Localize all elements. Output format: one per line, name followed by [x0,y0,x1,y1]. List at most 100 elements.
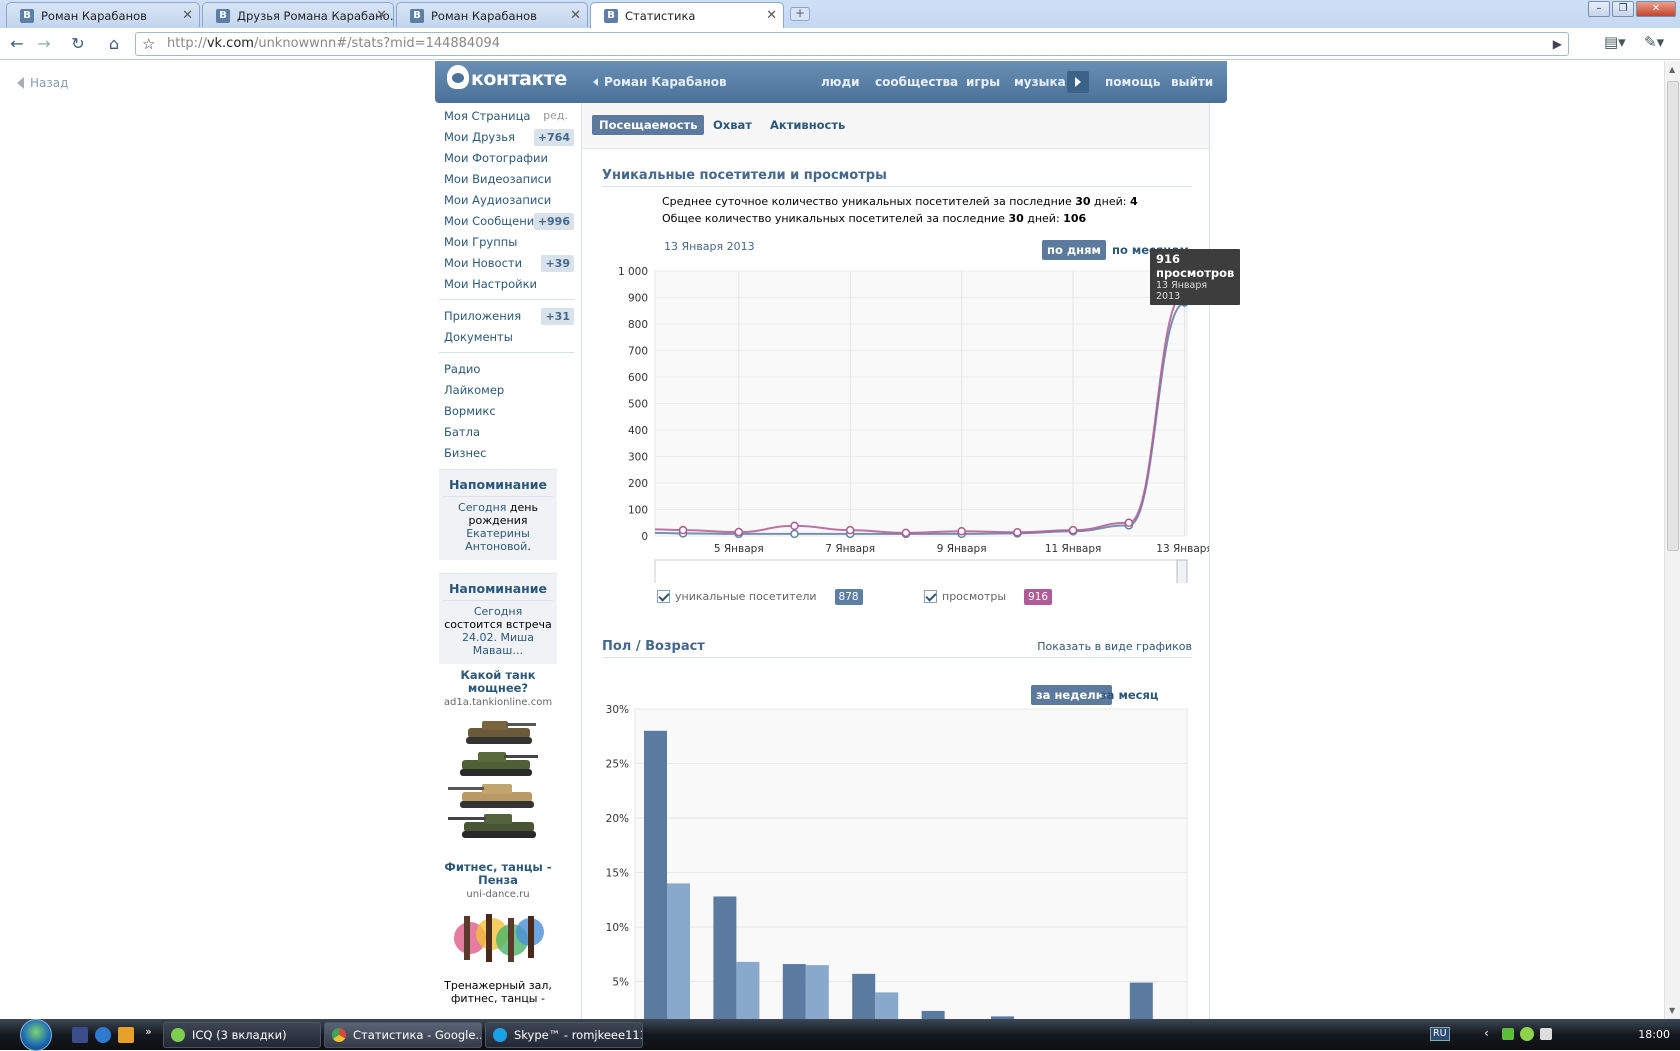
start-button[interactable] [20,1019,58,1051]
dance-ad-image[interactable] [452,906,544,970]
legend-views[interactable]: просмотры 916 [924,589,1053,605]
browser-tab-active[interactable]: В Статистика ✕ [590,2,784,28]
bookmark-star-icon[interactable]: ☆ [142,35,156,53]
close-icon[interactable]: ✕ [376,8,387,23]
ad-title[interactable]: Какой танк мощнее? [460,668,536,695]
nav-people[interactable]: люди [821,75,860,89]
nav-communities[interactable]: сообщества [875,75,959,89]
y-tick-label: 1 000 [618,266,648,278]
taskbar-button-chrome[interactable]: Статистика - Google... [324,1022,482,1048]
browser-tab[interactable]: В Роман Карабанов ✕ [396,2,588,27]
chart-tooltip: 916 просмотров 13 Января 2013 [1150,249,1241,305]
reload-icon[interactable]: ↻ [71,34,85,53]
sidebar-item-settings[interactable]: Мои Настройки [439,274,574,295]
visitors-line-chart[interactable]: 0 100 200 300 400 500 600 700 800 900 1 000 5 Январ… [582,253,1209,583]
bar [921,1010,945,1019]
legend-unique[interactable]: уникальные посетители 878 [657,589,863,605]
quicklaunch-more-icon[interactable]: » [145,1025,152,1038]
sidebar-app-likometer[interactable]: Лайкомер [444,383,505,397]
sidebar-item-videos[interactable]: Мои Видеозаписи [439,169,574,190]
sidebar-item-groups[interactable]: Мои Группы [439,232,574,253]
reminder-link[interactable]: Сегодня [458,501,507,514]
user-back-link[interactable]: Роман Карабанов [593,75,727,89]
vk-logo[interactable]: контакте [447,65,567,90]
scrollbar-thumb[interactable] [1667,81,1679,551]
nav-music[interactable]: музыка [1014,75,1066,89]
nav-logout[interactable]: выйти [1171,75,1214,89]
nav-help[interactable]: помощь [1105,75,1161,89]
sidebar-item-apps[interactable]: Приложения +31 [439,306,574,327]
data-point [1013,528,1022,537]
sidebar-item-photos[interactable]: Мои Фотографии [439,148,574,169]
per-week-button[interactable]: за неделю [1031,685,1112,705]
tray-network-icon[interactable] [1502,1028,1514,1040]
count-badge: +996 [533,213,574,230]
home-icon[interactable]: ⌂ [108,34,120,53]
ad-title[interactable]: Фитнес, танцы - Пенза [444,860,552,887]
tab-strip: В Роман Карабанов ✕ В Друзья Романа Карабан… [0,0,1680,28]
tab-title: Статистика [625,9,696,23]
show-desktop-icon[interactable] [72,1027,88,1043]
forward-arrow-icon[interactable]: → [37,34,51,53]
internet-explorer-icon[interactable] [95,1027,111,1043]
nav-games[interactable]: игры [966,75,1001,89]
sidebar-item-messages[interactable]: Мои Сообщения +996 [439,211,574,232]
sidebar-app-batla[interactable]: Батла [444,425,481,439]
vertical-scrollbar[interactable]: ▲ ▼ [1664,61,1680,1019]
show-graphs-link[interactable]: Показать в виде графиков [1037,640,1192,653]
wrench-icon[interactable]: ✎▾ [1644,33,1665,51]
minimize-icon[interactable]: – [1588,1,1610,17]
scroll-up-icon[interactable]: ▲ [1669,65,1676,74]
back-arrow-icon[interactable]: ← [10,34,24,53]
ad-block[interactable]: Фитнес, танцы - Пенза uni-dance.ru Трена… [439,860,557,1006]
by-days-button[interactable]: по дням [1042,240,1106,260]
back-link[interactable]: Назад [17,76,68,90]
ad-block[interactable]: Какой танк мощнее? ad1a.tankionline.com [439,669,557,843]
sidebar-app-wormix[interactable]: Вормикс [444,404,496,418]
go-icon[interactable]: ▶ [1552,37,1562,51]
tray-volume-icon[interactable] [1540,1028,1552,1040]
y-tick-label: 25% [606,759,629,771]
scroll-down-icon[interactable]: ▼ [1669,1006,1676,1015]
sidebar-item-friends[interactable]: Мои Друзья +764 [439,127,574,148]
checkbox-icon[interactable] [657,590,670,603]
reminder-link[interactable]: 24.02. Миша Маваш… [462,631,534,657]
sidebar-item-documents[interactable]: Документы [439,327,574,348]
maximize-icon[interactable]: ❐ [1612,1,1634,17]
reminder-link[interactable]: Сегодня [473,605,523,618]
taskbar-button-icq[interactable]: ICQ (3 вкладки) [163,1022,321,1048]
summary-text: Среднее суточное количество уникальных п… [662,195,1076,208]
language-indicator[interactable]: RU [1430,1027,1450,1041]
new-tab-button[interactable]: + [790,7,810,21]
edit-link[interactable]: ред. [543,109,568,122]
close-icon[interactable]: ✕ [182,8,193,23]
tray-icq-icon[interactable] [1520,1027,1534,1041]
sidebar-app-business[interactable]: Бизнес [444,446,487,460]
ad-domain: uni-dance.ru [466,889,530,900]
address-bar[interactable]: ☆ http://vk.com/unknowwnn#/stats?mid=144… [135,32,1569,56]
sidebar-item-my-page[interactable]: Моя Страница ред. [439,106,574,127]
browser-tab[interactable]: В Друзья Романа Карабано… ✕ [202,2,394,27]
close-icon[interactable]: ✕ [570,8,581,23]
close-window-icon[interactable]: ✕ [1636,1,1676,17]
tab-activity[interactable]: Активность [770,118,846,132]
music-play-icon[interactable] [1067,71,1089,93]
sidebar-item-news[interactable]: Мои Новости +39 [439,253,574,274]
sidebar-app-radio[interactable]: Радио [444,362,481,376]
taskbar-button-skype[interactable]: Skype™ - romjkeee113 [485,1022,643,1048]
legend-count: 916 [1024,589,1053,605]
media-player-icon[interactable] [118,1027,134,1043]
close-icon[interactable]: ✕ [766,8,777,23]
tray-expand-icon[interactable]: ‹ [1484,1026,1489,1040]
y-tick-label: 0 [641,531,648,543]
sidebar-item-audio[interactable]: Мои Аудиозаписи [439,190,574,211]
tab-reach[interactable]: Охват [713,118,752,132]
checkbox-icon[interactable] [924,590,937,603]
tanks-ad-image[interactable] [448,714,548,840]
browser-tab[interactable]: В Роман Карабанов ✕ [6,2,200,27]
reminder-link[interactable]: Екатерины Антоновой [465,527,530,553]
y-tick-label: 900 [628,293,648,305]
tab-attendance[interactable]: Посещаемость [592,115,705,135]
per-month-button[interactable]: за месяц [1100,688,1159,702]
page-menu-icon[interactable]: ▤▾ [1604,33,1626,51]
